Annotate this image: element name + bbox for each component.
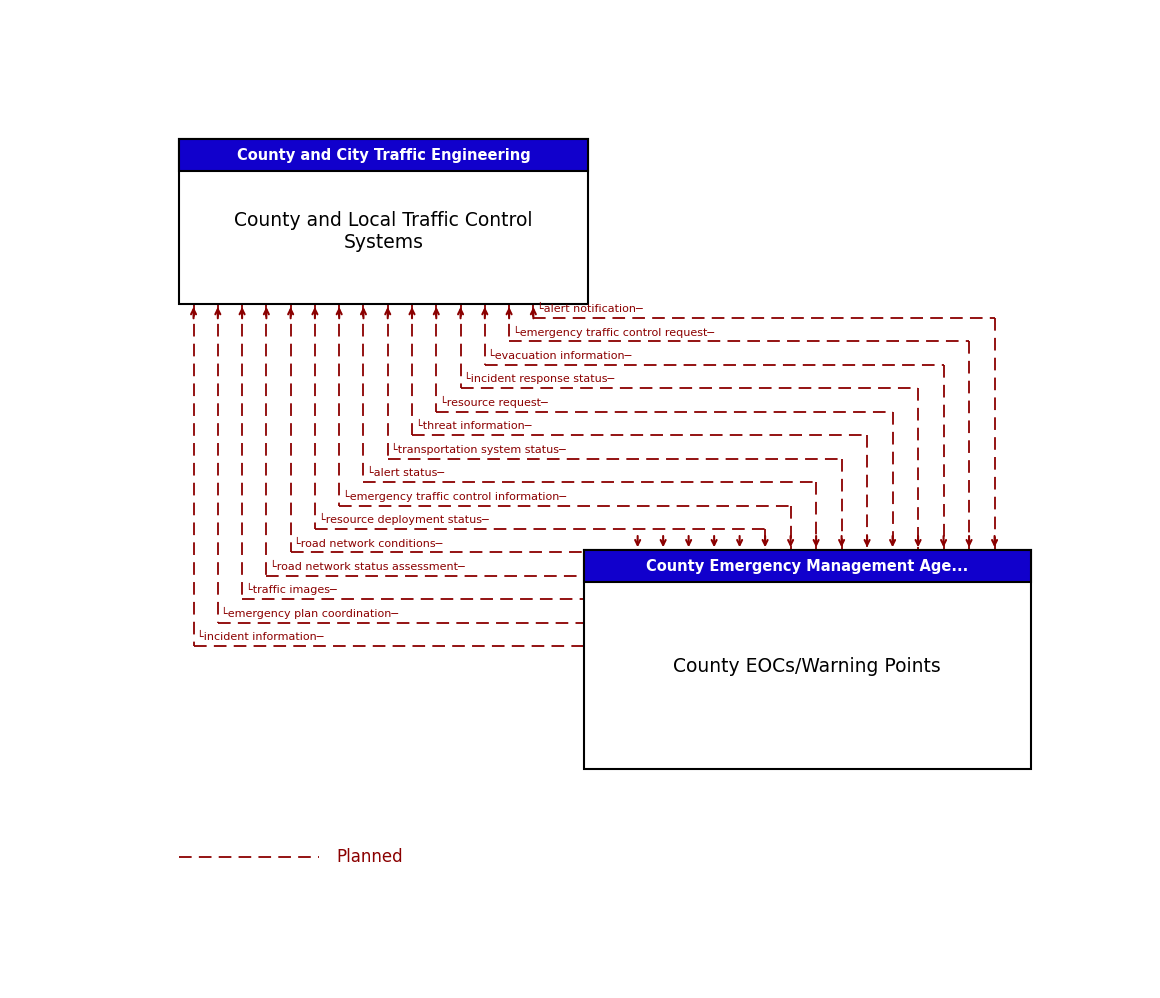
Text: └alert notification─: └alert notification─ bbox=[537, 304, 643, 314]
Text: └incident information─: └incident information─ bbox=[197, 633, 324, 643]
Text: └alert status─: └alert status─ bbox=[367, 468, 444, 478]
Text: └emergency traffic control request─: └emergency traffic control request─ bbox=[513, 325, 713, 337]
Text: └road network conditions─: └road network conditions─ bbox=[295, 539, 443, 549]
Text: County Emergency Management Age...: County Emergency Management Age... bbox=[646, 559, 969, 574]
Text: County EOCs/Warning Points: County EOCs/Warning Points bbox=[673, 657, 941, 676]
Text: └traffic images─: └traffic images─ bbox=[246, 584, 336, 596]
Text: └threat information─: └threat information─ bbox=[415, 421, 531, 431]
Bar bbox=[583, 550, 1030, 769]
Text: └emergency traffic control information─: └emergency traffic control information─ bbox=[343, 490, 566, 502]
Text: Planned: Planned bbox=[336, 848, 404, 866]
Text: └resource deployment status─: └resource deployment status─ bbox=[319, 513, 488, 525]
Text: └emergency plan coordination─: └emergency plan coordination─ bbox=[222, 607, 399, 619]
Bar bbox=[179, 139, 588, 172]
Text: └road network status assessment─: └road network status assessment─ bbox=[270, 562, 465, 572]
Bar bbox=[583, 550, 1030, 583]
Text: └resource request─: └resource request─ bbox=[440, 396, 548, 408]
Text: └incident response status─: └incident response status─ bbox=[464, 372, 615, 384]
Text: County and Local Traffic Control
Systems: County and Local Traffic Control Systems bbox=[234, 211, 532, 251]
Bar bbox=[179, 139, 588, 304]
Text: County and City Traffic Engineering: County and City Traffic Engineering bbox=[237, 148, 530, 163]
Text: └transportation system status─: └transportation system status─ bbox=[391, 443, 566, 455]
Text: └evacuation information─: └evacuation information─ bbox=[488, 351, 632, 361]
